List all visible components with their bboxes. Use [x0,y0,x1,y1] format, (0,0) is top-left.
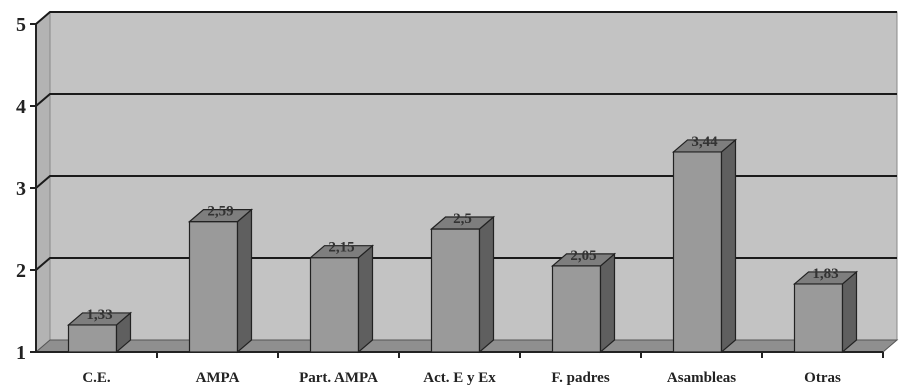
bar-front [430,228,481,353]
bar-front [551,265,602,353]
data-label: 1,83 [812,266,838,282]
x-tick-label: Part. AMPA [299,370,378,385]
x-tick-label: C.E. [82,370,111,385]
bar-side [478,215,495,354]
y-tick-label: 1 [16,342,26,364]
data-label: 3,44 [691,134,718,150]
bar-top [429,216,496,230]
x-tick-label: Otras [804,370,841,385]
y-tick-label: 2 [16,260,26,282]
data-label: 2,59 [207,204,233,220]
bar [671,138,738,354]
bar-top [550,253,617,267]
y-tick-label: 5 [16,14,26,36]
y-tick-label: 4 [16,96,26,118]
bar-top [671,139,738,153]
bar-front [67,324,118,353]
bar [429,215,496,354]
bar-side [599,252,616,354]
bar-front [188,221,239,353]
chart-bars [66,138,859,354]
bar-front [309,257,360,353]
bar [308,244,375,354]
bar-front [672,151,723,353]
bar-side [236,208,253,354]
bar-side [720,138,737,354]
data-label: 2,15 [328,240,354,256]
x-tick-label: Act. E y Ex [423,370,496,385]
x-tick-label: F. padres [551,370,610,385]
bar-top [792,271,859,285]
bar-top [187,209,254,223]
bar [187,208,254,354]
bar-front [793,283,844,353]
gridline [35,11,897,25]
data-label: 1,33 [86,307,112,323]
chart-labels: 1 2 3 4 5 1,33 C.E. 2,59 AMPA 2,15 Part. AMPA 2,5 Ac… [16,14,841,385]
bar-side [841,270,858,354]
x-tick-label: AMPA [196,370,240,385]
bar [550,252,617,354]
data-label: 2,5 [453,211,472,227]
bar-side [357,244,374,354]
gridline [35,175,897,189]
y-tick-label: 3 [16,178,26,200]
x-tick-label: Asambleas [667,370,736,385]
bar [792,270,859,354]
bar-top [66,312,133,326]
gridline [35,93,897,107]
bar [66,311,133,354]
bar-top [308,245,375,259]
data-label: 2,05 [570,248,596,264]
